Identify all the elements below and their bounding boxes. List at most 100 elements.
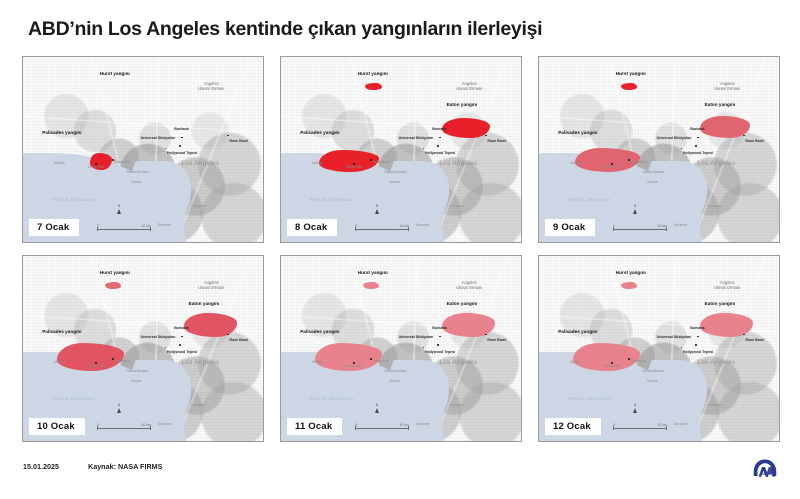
map-panel-1[interactable]: Hurst yangını Palisades yangını Angeles Ulu… — [22, 56, 264, 243]
map-panel-6[interactable]: Hurst yangını Eaton yangını Palisades yang… — [538, 255, 780, 442]
place-marker-getty — [353, 362, 355, 365]
place-label-3: Santa Monica — [126, 169, 149, 174]
north-arrow-letter: N — [633, 203, 637, 208]
place-label-0: Malibu — [54, 161, 65, 166]
place-label-5: Compton — [191, 204, 206, 208]
poi-label-0: Burbank — [432, 127, 447, 132]
place-label-3: Santa Monica — [642, 368, 665, 373]
map-panel-3[interactable]: Hurst yangını Eaton yangını Palisades yang… — [538, 56, 780, 243]
north-arrow-letter: N — [633, 402, 637, 407]
fire-polygon-eaton — [699, 313, 753, 338]
place-label-6: Torrance — [157, 421, 172, 426]
fire-label-eaton: Eaton yangını — [446, 301, 478, 307]
fire-label-hurst: Hurst yangını — [357, 269, 388, 275]
map-basemap — [539, 57, 779, 242]
fire-label-hurst: Hurst yangını — [357, 70, 388, 76]
panel-date-chip: 9 Ocak — [545, 219, 596, 236]
place-label-5: Compton — [707, 403, 722, 407]
scale-min: 0 — [355, 423, 357, 427]
place-label-2: Pasadena — [372, 358, 389, 363]
poi-label-0: Burbank — [690, 326, 705, 331]
fire-label-hurst: Hurst yangını — [99, 269, 130, 275]
poi-label-2: Hollywood Tepesi — [167, 151, 198, 156]
scale-max: 10 km — [141, 423, 151, 427]
fire-label-eaton: Eaton yangını — [188, 301, 220, 307]
map-panel-grid: Hurst yangını Palisades yangını Angeles Ulu… — [22, 56, 780, 446]
poi-label-2: Hollywood Tepesi — [683, 350, 714, 355]
place-label-4: Venice — [389, 378, 400, 383]
map-panel-5[interactable]: Hurst yangını Eaton yangını Palisades yang… — [280, 255, 522, 442]
place-label-4: Venice — [389, 179, 400, 184]
fire-polygon-hurst — [620, 281, 638, 290]
north-arrow: N — [375, 403, 379, 413]
poi-marker-3 — [743, 134, 745, 137]
poi-marker-2 — [695, 144, 697, 147]
scale-bar: 0 10 km — [355, 423, 409, 430]
label-angeles-national-forest: Angeles Ulusal Ormanı — [198, 81, 225, 92]
footer: 15.01.2025 Kaynak: NASA FIRMS — [0, 452, 800, 499]
label-angeles-national-forest: Angeles Ulusal Ormanı — [456, 280, 483, 291]
poi-label-2: Hollywood Tepesi — [425, 350, 456, 355]
place-marker-pasadena — [369, 158, 372, 161]
fire-polygon-eaton — [699, 116, 751, 139]
fire-polygon-eaton — [441, 313, 495, 338]
north-arrow-letter: N — [375, 203, 379, 208]
label-angeles-national-forest: Angeles Ulusal Ormanı — [198, 280, 225, 291]
poi-marker-burbank — [181, 335, 184, 338]
place-label-5: Compton — [449, 403, 464, 407]
north-arrow: N — [117, 203, 121, 214]
north-arrow-letter: N — [117, 203, 121, 208]
fire-label-palisades: Palisades yangını — [42, 130, 82, 135]
poi-marker-2 — [437, 144, 439, 147]
poi-label-1: Universal Stüdyoları — [656, 334, 692, 339]
place-marker-getty — [95, 362, 97, 365]
poi-marker-1 — [680, 147, 683, 150]
map-panel-2[interactable]: Hurst yangını Eaton yangını Palisades yang… — [280, 56, 522, 243]
place-label-2: Pasadena — [630, 159, 647, 164]
fire-label-hurst: Hurst yangını — [615, 269, 646, 275]
place-label-1: Getty Villa — [603, 364, 621, 369]
north-arrow-triangle — [117, 209, 121, 214]
poi-label-3: Rose Bowl — [229, 139, 248, 144]
poi-marker-1 — [422, 346, 425, 349]
anadolu-agency-logo — [750, 455, 780, 485]
place-label-6: Torrance — [673, 222, 688, 227]
scale-bar: 0 10 km — [355, 224, 409, 231]
map-basemap — [539, 256, 779, 441]
fire-label-eaton: Eaton yangını — [446, 102, 478, 108]
place-label-1: Getty Villa — [87, 165, 105, 170]
poi-marker-burbank — [181, 136, 184, 139]
poi-marker-burbank — [439, 136, 442, 139]
fire-polygon-hurst — [365, 82, 382, 91]
place-label-3: Santa Monica — [126, 368, 149, 373]
scale-min: 0 — [355, 224, 357, 228]
scale-min: 0 — [97, 224, 99, 228]
fire-label-eaton: Eaton yangını — [704, 102, 736, 108]
north-arrow-triangle — [633, 209, 637, 214]
scale-max: 10 km — [399, 224, 409, 228]
place-marker-getty — [611, 163, 613, 166]
place-label-5: Compton — [191, 403, 206, 407]
north-arrow-triangle — [375, 209, 379, 214]
panel-date-chip: 8 Ocak — [287, 219, 338, 236]
label-pacific-ocean: Pasifik Okyanusu — [567, 196, 612, 202]
label-pacific-ocean: Pasifik Okyanusu — [51, 395, 96, 401]
poi-label-0: Burbank — [174, 326, 189, 331]
poi-marker-1 — [680, 346, 683, 349]
place-label-6: Torrance — [673, 421, 688, 426]
north-arrow: N — [633, 402, 637, 413]
map-panel-4[interactable]: Hurst yangını Eaton yangını Palisades yang… — [22, 255, 264, 442]
poi-label-3: Rose Bowl — [487, 139, 506, 144]
footer-source: Kaynak: NASA FIRMS — [88, 462, 163, 471]
north-arrow-triangle — [117, 408, 121, 413]
poi-marker-3 — [743, 333, 745, 336]
place-marker-pasadena — [627, 158, 630, 161]
place-label-4: Venice — [647, 378, 658, 383]
scale-bar: 0 10 km — [613, 423, 667, 430]
fire-label-hurst: Hurst yangını — [99, 70, 130, 76]
poi-marker-2 — [179, 343, 181, 346]
fire-polygon-hurst — [620, 82, 638, 91]
place-label-1: Getty Villa — [603, 165, 621, 170]
panel-date-chip: 7 Ocak — [29, 219, 80, 236]
